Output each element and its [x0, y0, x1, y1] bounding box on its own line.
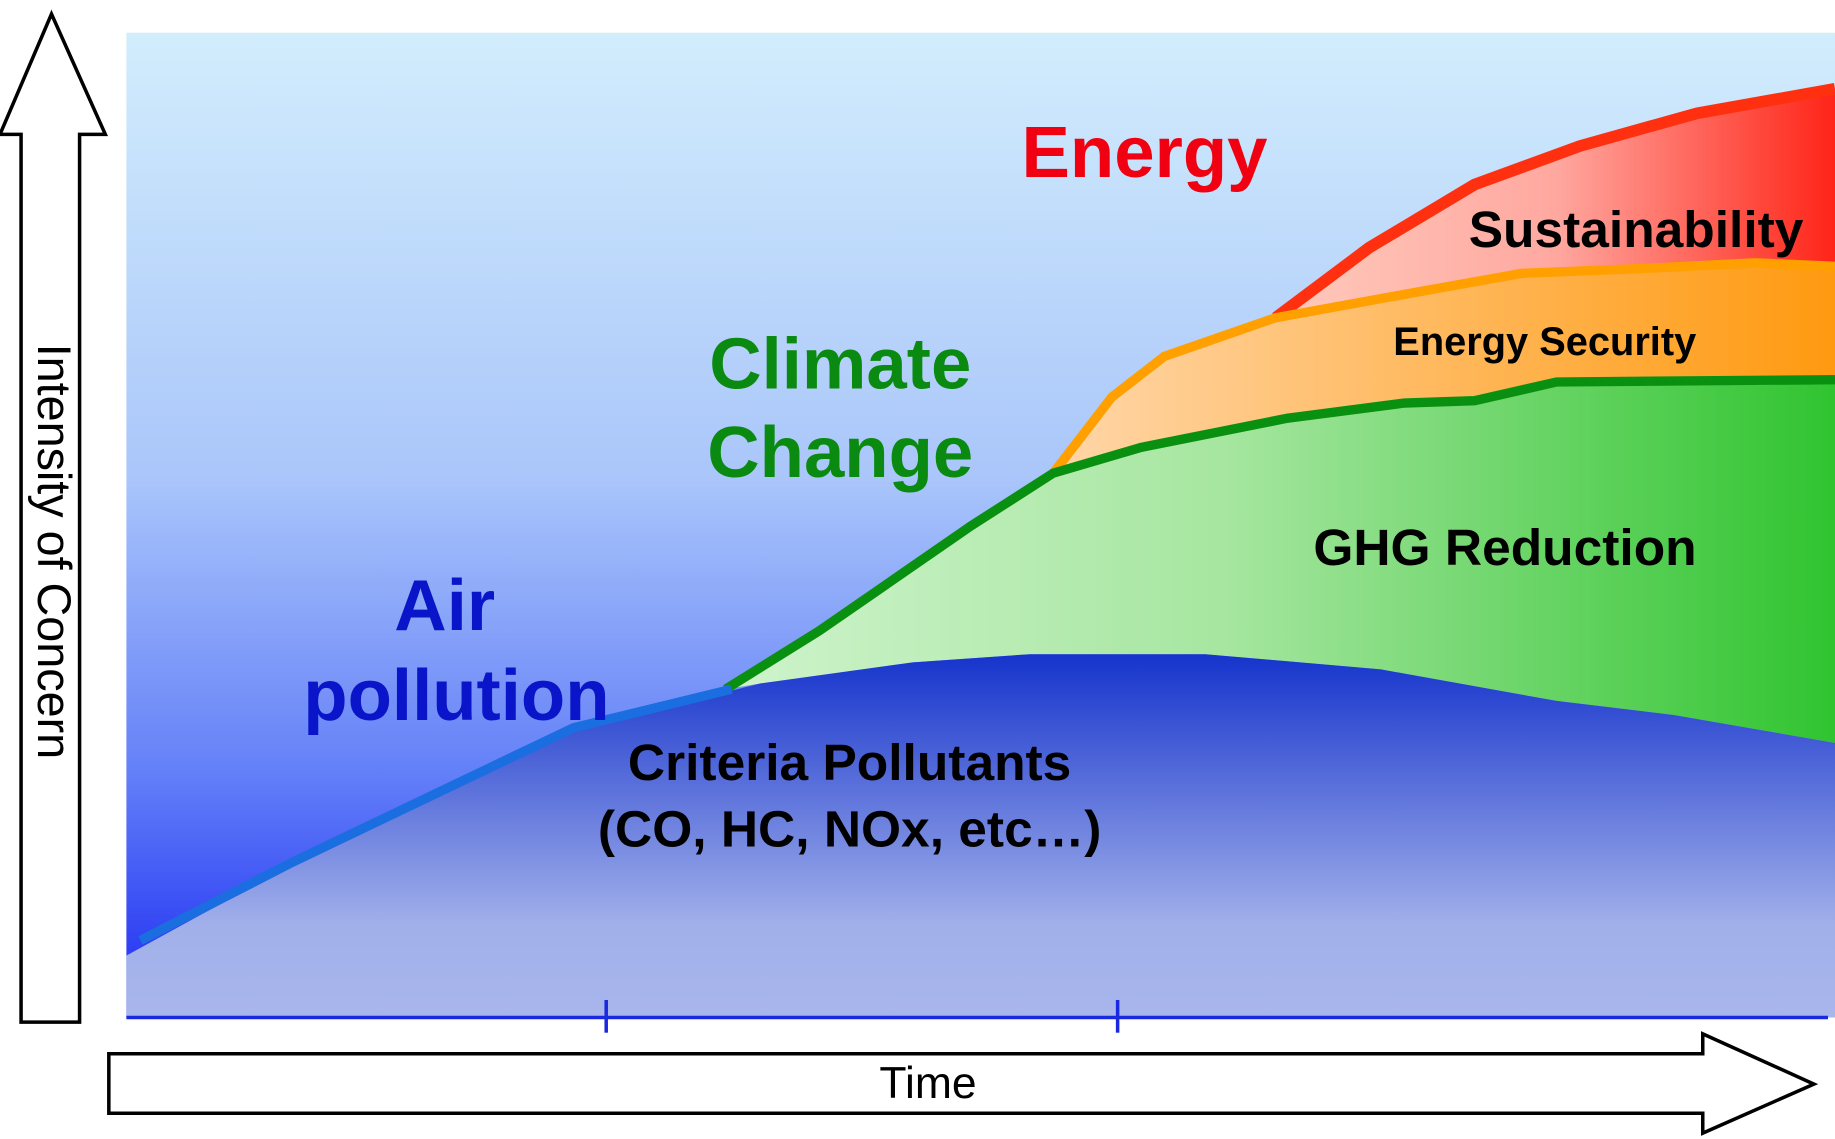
x-axis-label: Time	[879, 1059, 976, 1108]
area-label: GHG Reduction	[1313, 518, 1696, 576]
sustainability-edge	[1272, 83, 1835, 323]
area-label: Energy Security	[1393, 320, 1696, 364]
y-arrow	[0, 9, 109, 1024]
theme-label: Change	[707, 412, 973, 493]
sustainability-area	[1275, 88, 1835, 318]
area-label: Sustainability	[1469, 200, 1804, 258]
theme-label: pollution	[303, 655, 609, 736]
criteria-area	[126, 654, 1835, 1018]
theme-label: Energy	[1022, 112, 1268, 193]
area-label: (CO, HC, NOx, etc…)	[598, 800, 1101, 858]
area-label: Criteria Pollutants	[628, 733, 1071, 791]
ghg-area	[725, 379, 1835, 743]
theme-label: Air	[394, 565, 495, 646]
energy-security-area	[1053, 262, 1835, 474]
theme-label: Climate	[709, 323, 971, 404]
air-pollution-edge	[138, 684, 733, 945]
energy-security-edge	[1049, 258, 1835, 476]
x-arrow	[107, 1031, 1819, 1136]
y-axis-label: Intensity of Concern	[28, 344, 80, 759]
ghg-edge	[723, 374, 1835, 694]
